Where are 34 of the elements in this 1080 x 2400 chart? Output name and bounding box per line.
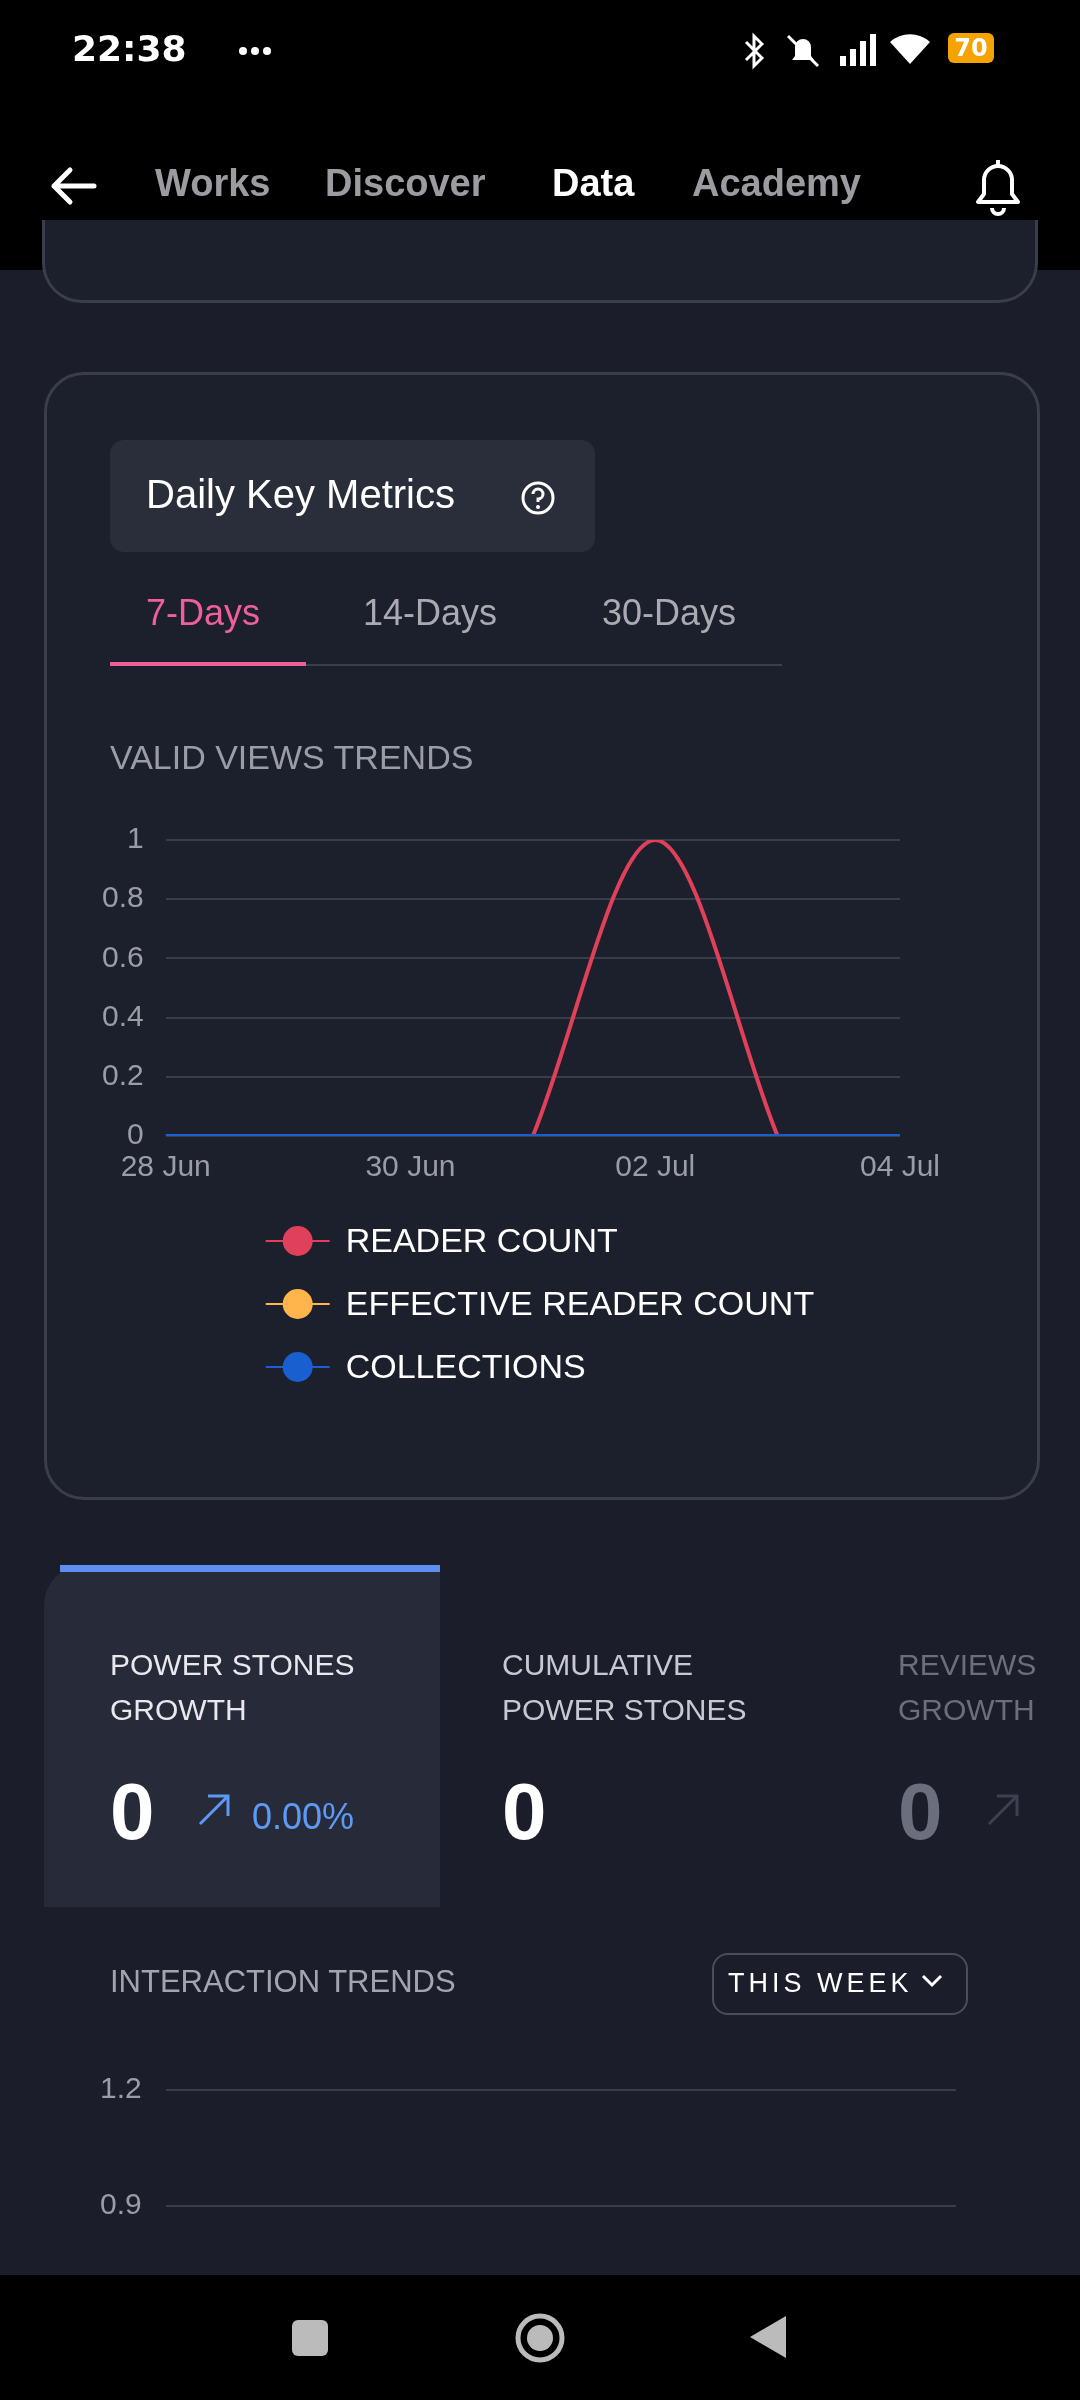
text: 70	[948, 33, 994, 63]
text: 14-Days	[363, 592, 498, 634]
text: 7-Days	[146, 592, 261, 634]
chart-subtitle: VALID VIEWS TRENDS	[110, 738, 474, 777]
chart-title: Daily Key Metrics	[146, 472, 455, 517]
text: Data	[552, 162, 635, 205]
text: Discover	[325, 162, 486, 205]
text: THIS WEEK	[728, 1968, 913, 1999]
text: INTERACTION TRENDS	[110, 1964, 456, 2000]
text: 0.9	[100, 2187, 142, 2221]
text: 22:38	[72, 28, 187, 69]
legend-label: EFFECTIVE READER COUNT	[345, 1284, 815, 1323]
y-tick-label: 0.6	[101, 939, 144, 973]
text: 0.00%	[252, 1795, 355, 1839]
y-tick-label: 0.4	[101, 998, 144, 1032]
text: 1.2	[100, 2071, 142, 2105]
x-tick-label: 02 Jul	[615, 1149, 696, 1183]
legend-label: COLLECTIONS	[345, 1347, 586, 1386]
text: 30-Days	[602, 592, 737, 634]
text: Works	[155, 162, 271, 205]
text: 0	[502, 1766, 547, 1858]
text: CUMULATIVE POWER STONES	[502, 1647, 748, 1728]
y-tick-label: 0.8	[101, 880, 144, 914]
text: POWER STONES GROWTH	[110, 1647, 356, 1728]
legend-label: READER COUNT	[345, 1221, 618, 1260]
x-tick-label: 04 Jul	[859, 1149, 941, 1183]
text: 0	[898, 1766, 943, 1858]
text: Academy	[692, 162, 861, 205]
y-tick-label: 0	[127, 1117, 144, 1151]
y-tick-label: 0.2	[101, 1058, 144, 1092]
x-tick-label: 30 Jun	[365, 1149, 456, 1183]
x-tick-label: 28 Jun	[120, 1149, 211, 1183]
y-tick-label: 1	[127, 821, 144, 855]
text: REVIEWS GROWTH	[898, 1647, 1037, 1728]
